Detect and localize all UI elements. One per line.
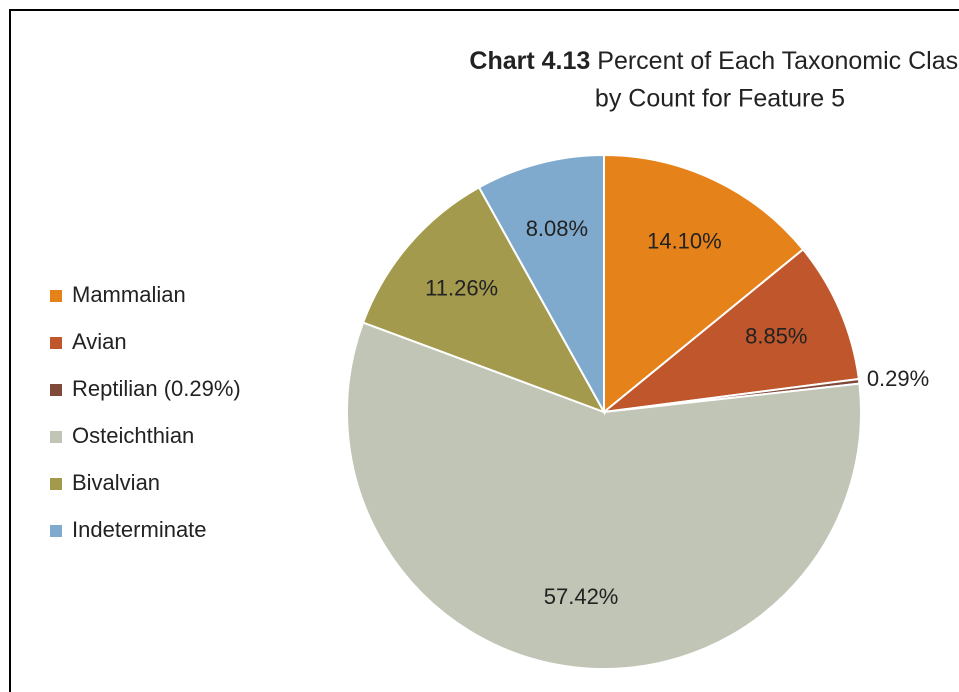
legend-label: Reptilian (0.29%) — [72, 376, 241, 401]
pie-slice — [600, 248, 860, 414]
legend-swatch — [50, 290, 62, 302]
legend-swatch — [50, 478, 62, 490]
title-line: Percent of Each Taxonomic Class — [597, 47, 959, 75]
legend-label: Bivalvian — [72, 470, 160, 495]
chart-title: Chart 4.13 Percent of Each Taxonomic Clas… — [469, 47, 959, 75]
legend-swatch — [50, 431, 62, 443]
chart-frame — [9, 9, 959, 692]
legend-swatch — [50, 384, 62, 396]
data-label: 8.85% — [745, 324, 807, 349]
pie-slice — [603, 153, 805, 415]
legend-label: Indeterminate — [72, 517, 207, 542]
pie-slice — [361, 186, 607, 414]
pie-slice — [477, 153, 605, 416]
pie-slice — [346, 321, 862, 670]
data-label: 14.10% — [647, 228, 722, 253]
data-label: 0.29% — [867, 366, 929, 391]
data-label: 8.08% — [526, 216, 588, 241]
data-label: 11.26% — [425, 276, 498, 301]
title-line: by Count for Feature 5 — [595, 85, 845, 113]
legend-swatch — [50, 525, 62, 537]
legend-label: Avian — [72, 329, 127, 354]
legend-label: Mammalian — [72, 282, 186, 307]
legend-swatch — [50, 337, 62, 349]
legend-label: Osteichthian — [72, 423, 194, 448]
data-label: 57.42% — [544, 584, 619, 609]
title-number: Chart 4.13 — [469, 47, 590, 75]
